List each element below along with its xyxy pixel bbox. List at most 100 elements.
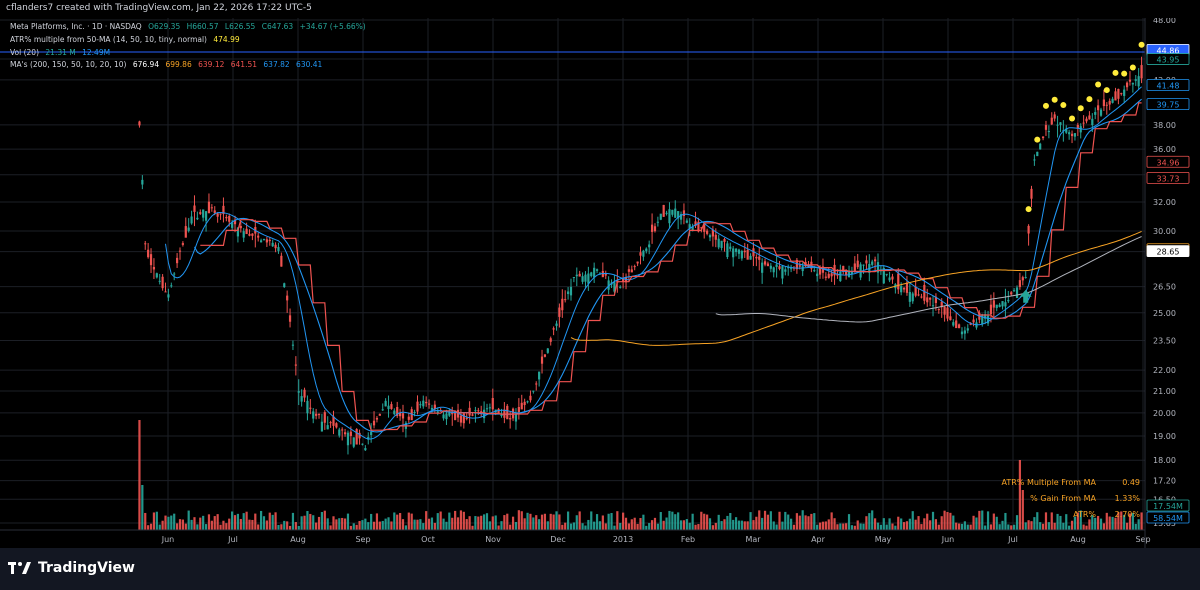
candle-body bbox=[204, 211, 208, 221]
volume-bar bbox=[966, 524, 969, 530]
volume-bar bbox=[639, 518, 642, 530]
candle-body bbox=[1088, 115, 1091, 120]
volume-bar bbox=[908, 518, 911, 530]
candle-body bbox=[315, 413, 318, 416]
volume-bar bbox=[622, 512, 625, 530]
candle-body bbox=[358, 432, 361, 439]
tradingview-logo[interactable]: TradingView bbox=[8, 560, 135, 576]
y-tick-label: 32.00 bbox=[1153, 198, 1176, 207]
candle-body bbox=[1097, 105, 1100, 111]
volume-bar bbox=[775, 524, 778, 530]
candle-body bbox=[1056, 124, 1059, 126]
ma-50-stepped-line bbox=[200, 102, 1142, 431]
volume-bar bbox=[653, 517, 657, 530]
volume-bar bbox=[1036, 512, 1039, 530]
volume-bar bbox=[514, 521, 518, 530]
volume-bar bbox=[370, 513, 373, 530]
volume-bar bbox=[274, 512, 277, 530]
candle-body bbox=[1137, 76, 1140, 87]
candle-body bbox=[231, 222, 234, 228]
candle-body bbox=[294, 364, 297, 366]
volume-bar bbox=[697, 524, 700, 530]
y-tick-label: 17.20 bbox=[1153, 477, 1176, 486]
volume-bar bbox=[332, 516, 335, 530]
candle-body bbox=[995, 304, 998, 309]
candle-body bbox=[538, 371, 541, 380]
candle-body bbox=[856, 260, 859, 268]
volume-bar bbox=[633, 517, 636, 530]
volume-bar bbox=[173, 513, 176, 530]
candle-body bbox=[1111, 98, 1114, 103]
volume-bar bbox=[732, 519, 735, 530]
volume-bar bbox=[616, 511, 619, 530]
candle-body bbox=[920, 296, 923, 298]
volume-bar bbox=[175, 523, 179, 530]
volume-bar bbox=[257, 524, 260, 530]
candle-body bbox=[755, 256, 758, 259]
candle-body bbox=[650, 224, 654, 232]
volume-bar bbox=[509, 524, 512, 530]
candle-body bbox=[639, 252, 642, 256]
volume-bar bbox=[538, 519, 541, 530]
candle-body bbox=[532, 390, 535, 392]
volume-bar bbox=[752, 520, 755, 530]
price-chart[interactable]: Jun Jul Aug Sep Oct Nov Dec 2013 Feb Mar Apr May Jun… bbox=[0, 18, 1200, 548]
volume-bar bbox=[630, 519, 633, 530]
price-tag: 43.95 bbox=[1146, 53, 1190, 65]
candle-body bbox=[584, 274, 587, 282]
volume-bar bbox=[161, 520, 164, 530]
volume-bar bbox=[535, 515, 538, 530]
candle-body bbox=[795, 259, 798, 270]
volume-bar bbox=[213, 516, 216, 530]
volume-bar bbox=[613, 525, 616, 530]
candle-body bbox=[787, 267, 790, 269]
candle-body bbox=[940, 301, 943, 308]
candle-body bbox=[500, 414, 503, 417]
candle-body bbox=[798, 265, 801, 267]
volume-bar bbox=[228, 518, 231, 530]
volume-bar bbox=[529, 513, 532, 530]
volume-bar bbox=[601, 515, 604, 530]
volume-bar bbox=[320, 512, 324, 530]
signal-dot bbox=[1069, 115, 1076, 122]
volume-bar bbox=[729, 513, 732, 530]
volume-bar bbox=[984, 525, 987, 530]
volume-bar bbox=[433, 522, 436, 530]
candle-body bbox=[865, 260, 868, 264]
volume-bar bbox=[367, 522, 370, 530]
legend-atr-value: 474.99 bbox=[213, 35, 240, 44]
candle-body bbox=[1105, 104, 1108, 106]
volume-bar bbox=[1082, 524, 1085, 530]
volume-bar bbox=[682, 520, 686, 530]
candle-body bbox=[251, 233, 254, 236]
y-tick-label: 20.00 bbox=[1153, 409, 1176, 418]
volume-bar bbox=[280, 524, 283, 530]
candle-body bbox=[957, 324, 961, 329]
candle-body bbox=[708, 235, 712, 238]
volume-bar bbox=[202, 515, 205, 530]
candle-body bbox=[653, 226, 657, 232]
candle-body bbox=[659, 213, 662, 220]
volume-bar bbox=[737, 520, 741, 530]
volume-bar bbox=[766, 514, 770, 530]
volume-bar bbox=[1125, 522, 1129, 530]
candle-body bbox=[346, 432, 350, 446]
candle-body bbox=[972, 319, 975, 323]
info-atr-pct: ATR% 2.70% bbox=[1073, 510, 1140, 519]
candle-body bbox=[1039, 143, 1042, 150]
candle-body bbox=[963, 330, 966, 334]
volume-bar bbox=[410, 513, 413, 530]
volume-bar bbox=[329, 525, 332, 530]
candle-body bbox=[642, 250, 645, 257]
volume-bar bbox=[419, 519, 422, 530]
candle-body bbox=[746, 249, 749, 260]
volume-bar bbox=[902, 522, 906, 530]
volume-bar bbox=[543, 513, 547, 530]
candle-body bbox=[268, 239, 271, 242]
volume-bar bbox=[465, 519, 468, 530]
candle-body bbox=[442, 414, 445, 419]
signal-dot bbox=[1060, 102, 1067, 109]
candle-body bbox=[703, 224, 706, 232]
volume-bar bbox=[1102, 523, 1106, 530]
volume-bar bbox=[784, 511, 787, 530]
